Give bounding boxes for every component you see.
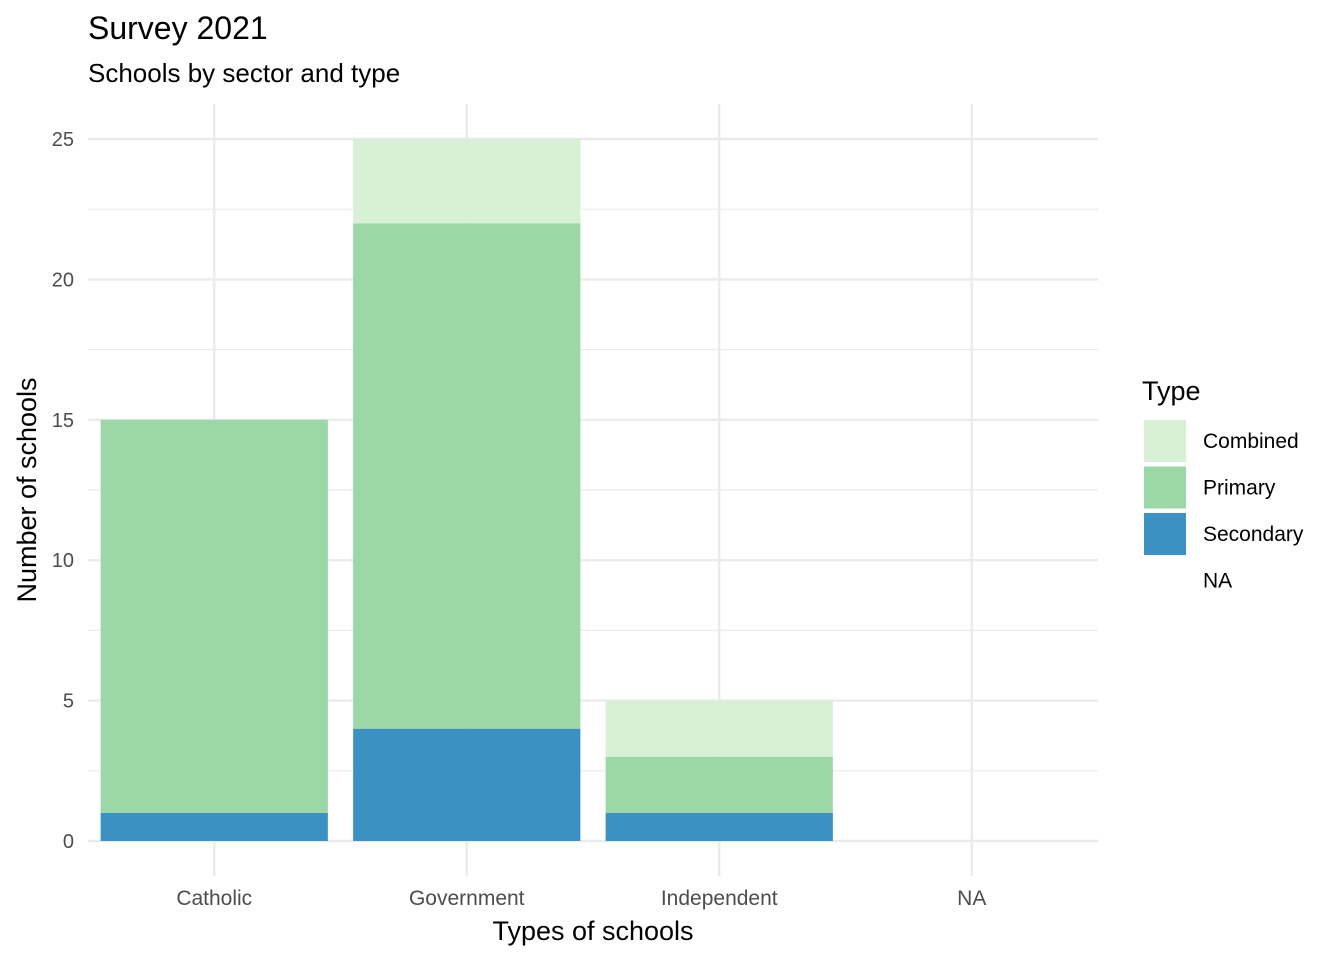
chart-subtitle: Schools by sector and type (88, 58, 401, 88)
y-tick-label: 20 (52, 269, 74, 291)
y-tick-label: 25 (52, 129, 74, 151)
legend: Type Combined Primary Secondary NA (1142, 376, 1304, 602)
y-tick-labels: 0 5 10 15 20 25 (52, 129, 74, 853)
legend-label-primary: Primary (1203, 477, 1276, 500)
bar-independent-combined (605, 700, 833, 757)
x-tick-label-na: NA (957, 887, 986, 910)
x-axis-title: Types of schools (492, 916, 693, 946)
y-tick-label: 10 (52, 550, 74, 572)
x-tick-label-catholic: Catholic (176, 887, 252, 910)
y-axis-title: Number of schools (12, 377, 42, 602)
legend-swatch-secondary (1144, 513, 1186, 555)
bar-government-primary (353, 223, 581, 729)
x-tick-label-government: Government (409, 887, 525, 910)
y-tick-label: 5 (63, 691, 74, 713)
x-tick-label-independent: Independent (661, 887, 778, 910)
bars (100, 139, 833, 841)
legend-swatch-na (1144, 559, 1186, 602)
bar-government-secondary (353, 728, 581, 841)
x-tick-labels: Catholic Government Independent NA (176, 887, 986, 910)
legend-label-secondary: Secondary (1203, 523, 1304, 546)
bar-independent-primary (605, 756, 833, 813)
chart-title: Survey 2021 (88, 10, 268, 46)
bar-independent-secondary (605, 812, 833, 841)
bar-catholic-secondary (100, 812, 328, 841)
legend-label-combined: Combined (1203, 430, 1299, 453)
legend-title: Type (1142, 376, 1201, 406)
legend-swatch-primary (1144, 466, 1186, 509)
bar-government-combined (353, 139, 581, 224)
y-tick-label: 15 (52, 410, 74, 432)
bar-catholic-primary (100, 419, 328, 813)
legend-swatch-combined (1144, 420, 1186, 462)
legend-label-na: NA (1203, 570, 1232, 593)
y-tick-label: 0 (63, 831, 74, 853)
